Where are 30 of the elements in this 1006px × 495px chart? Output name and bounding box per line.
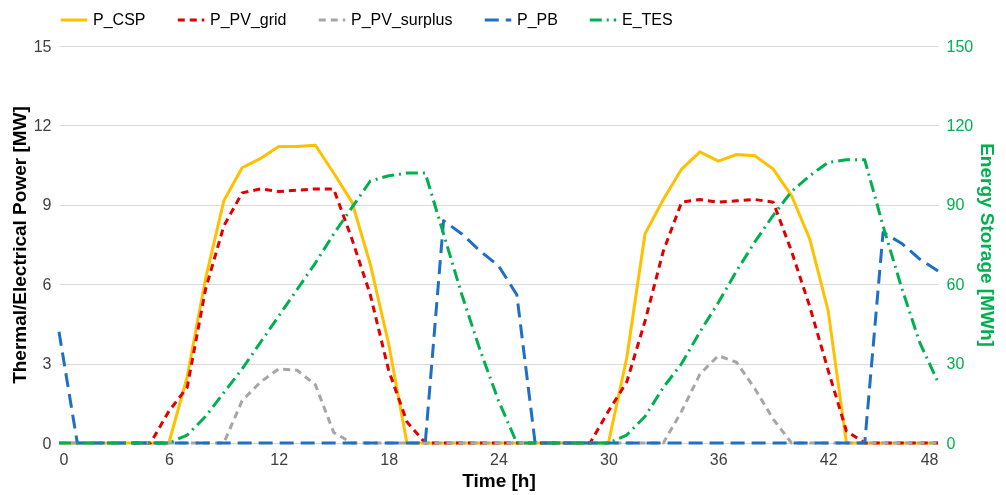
- x-axis-title: Time [h]: [462, 469, 536, 491]
- legend-label: P_PV_grid: [210, 11, 287, 29]
- y2-tick-label: 60: [946, 275, 965, 293]
- legend-label: P_PV_surplus: [351, 11, 453, 29]
- y2-axis-title: Energy Storage [MWh]: [977, 143, 999, 347]
- x-tick-label: 30: [599, 450, 618, 468]
- y2-tick-label: 90: [946, 196, 965, 214]
- y2-tick-label: 30: [946, 355, 965, 373]
- x-tick-label: 12: [270, 450, 289, 468]
- y-tick-label: 6: [42, 275, 52, 293]
- x-tick-label: 0: [59, 450, 69, 468]
- legend-label: P_PB: [517, 11, 558, 29]
- x-tick-label: 24: [490, 450, 508, 468]
- x-tick-label: 42: [819, 450, 838, 468]
- y-axis-title: Thermal/Electrical Power [MW]: [8, 106, 30, 384]
- y2-tick-label: 150: [946, 37, 974, 55]
- x-tick-label: 6: [164, 450, 174, 468]
- y-tick-label: 0: [42, 434, 52, 452]
- x-tick-label: 18: [380, 450, 399, 468]
- y2-tick-label: 0: [946, 434, 956, 452]
- legend-label: E_TES: [622, 11, 673, 29]
- y2-tick-label: 120: [946, 116, 974, 134]
- line-series: [57, 219, 940, 445]
- x-tick-label: 36: [709, 450, 728, 468]
- y-tick-label: 15: [33, 37, 52, 55]
- y-tick-label: 3: [42, 355, 52, 373]
- y-tick-label: 9: [42, 196, 52, 214]
- legend-label: P_CSP: [93, 11, 146, 29]
- y-tick-label: 12: [33, 116, 52, 134]
- x-tick-label: 48: [920, 450, 939, 468]
